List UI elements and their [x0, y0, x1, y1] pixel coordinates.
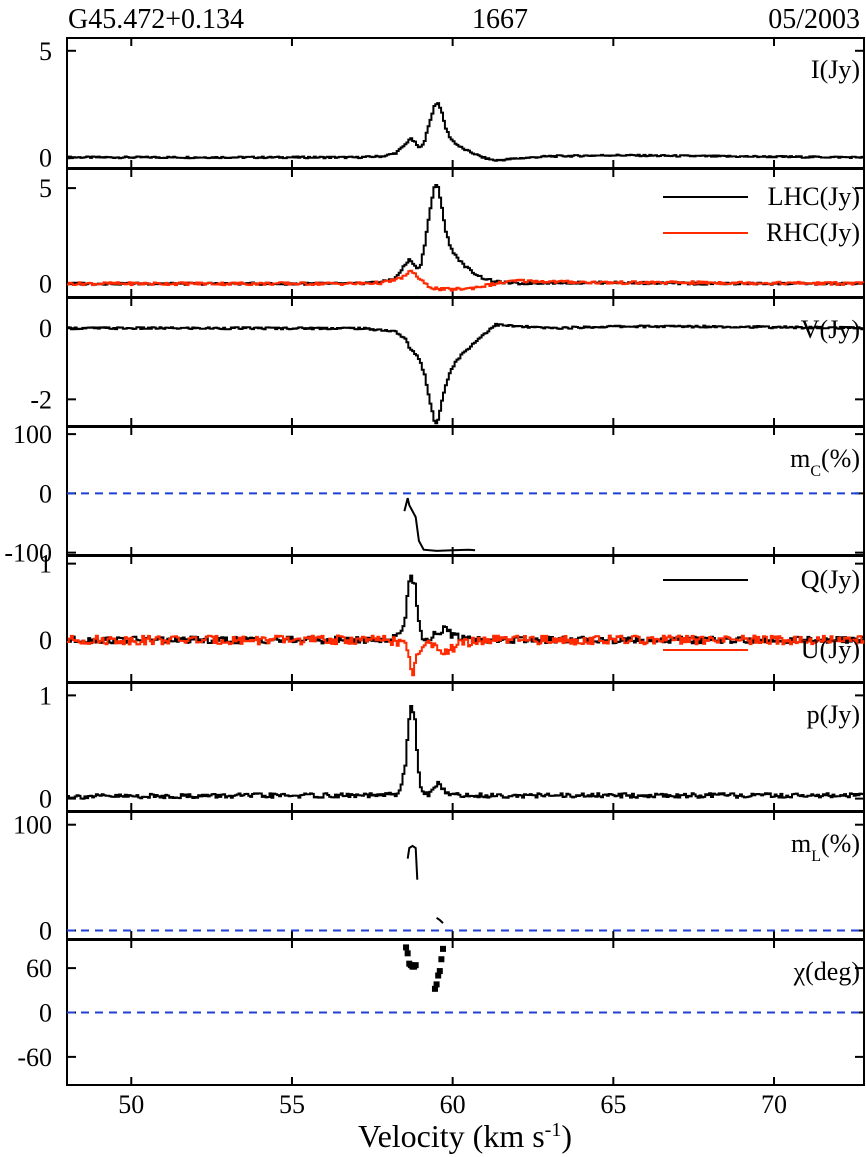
series-line: [67, 574, 865, 645]
data-point: [436, 968, 443, 975]
x-axis-label-sup: -1: [545, 1119, 562, 1141]
panel-label: I(Jy): [811, 55, 860, 84]
panel-label: χ(deg): [793, 957, 860, 986]
y-tick-label: 0: [39, 143, 52, 172]
y-tick-label: 0: [39, 917, 52, 946]
data-point: [433, 981, 440, 988]
panel-mc: 100 0 -100 mC(%): [4, 420, 865, 568]
header-epoch: 05/2003: [768, 4, 860, 35]
x-tick-label: 50: [118, 1090, 144, 1119]
panel-frame: [66, 37, 865, 169]
y-tick-label: 5: [39, 37, 52, 66]
panel-label: p(Jy): [807, 700, 860, 729]
series-line: [406, 844, 419, 880]
x-tick-label: 65: [600, 1090, 626, 1119]
panel-I: 0 5 I(Jy): [39, 37, 865, 172]
header-frequency: 1667: [472, 4, 528, 35]
series-line: [67, 634, 865, 677]
y-tick-label: -2: [30, 385, 52, 414]
data-point: [404, 950, 411, 957]
x-axis-label: Velocity (km s-1): [358, 1118, 572, 1154]
panel-Q_U: 1 0 Q(Jy) U(Jy): [39, 550, 865, 683]
y-tick-label: 1: [39, 550, 52, 579]
panel-p: 1 0 p(Jy): [39, 681, 865, 814]
panel-label: mL(%): [791, 829, 860, 865]
legend-label: Q(Jy): [801, 565, 860, 594]
panel-V: 0 -2 V(Jy): [30, 297, 865, 427]
panel-label: mC(%): [790, 444, 860, 480]
y-tick-label: 60: [26, 954, 52, 983]
x-axis-label-close: ): [561, 1118, 572, 1154]
series-line: [67, 184, 865, 286]
panel-label: V(Jy): [801, 315, 860, 344]
header-source: G45.472+0.134: [68, 4, 244, 35]
x-tick-label: 55: [279, 1090, 305, 1119]
chart-panels: 05I(Jy)05 LHC(Jy)RHC(Jy)0-2V(Jy)1000-100m…: [4, 37, 865, 1086]
data-point: [431, 985, 438, 992]
y-tick-label: 0: [39, 479, 52, 508]
series-line: [436, 916, 444, 924]
y-tick-label: -100: [4, 539, 52, 568]
x-tick-label: 60: [440, 1090, 466, 1119]
legend-label: LHC(Jy): [768, 182, 860, 211]
data-point: [435, 972, 442, 979]
y-tick-label: 0: [39, 314, 52, 343]
series-line: [67, 269, 865, 292]
panel-frame: [66, 297, 865, 427]
x-axis: 50 55 60 65 70: [118, 1090, 787, 1119]
data-point: [440, 945, 447, 952]
series-line: [67, 705, 865, 800]
y-tick-label: 0: [39, 626, 52, 655]
y-tick-label: 100: [13, 420, 52, 449]
series-line: [67, 322, 865, 425]
x-tick-label: 70: [761, 1090, 787, 1119]
y-tick-label: 0: [39, 785, 52, 814]
y-tick-label: 0: [39, 270, 52, 299]
series-line: [67, 102, 865, 162]
data-point: [412, 962, 419, 969]
x-axis-label-main: Velocity (km s: [358, 1118, 545, 1154]
panel-frame: [66, 811, 865, 940]
panel-frame: [66, 555, 865, 683]
legend-label: U(Jy): [801, 635, 860, 664]
y-tick-label: 1: [39, 681, 52, 710]
panel-LHC_RHC: 0 5 LHC(Jy) RHC(Jy): [39, 168, 865, 299]
panel-frame: [66, 682, 865, 812]
legend-label: RHC(Jy): [766, 218, 860, 247]
panel-chi: 60 0 -60 χ(deg): [17, 939, 865, 1086]
y-tick-label: -60: [17, 1043, 52, 1072]
y-tick-label: 100: [13, 811, 52, 840]
series-line: [403, 497, 476, 552]
data-point: [438, 956, 445, 963]
y-tick-label: 5: [39, 174, 52, 203]
y-tick-label: 0: [39, 999, 52, 1028]
panel-frame: [66, 426, 865, 556]
panel-mL: 100 0 mL(%): [13, 811, 865, 946]
data-point: [403, 944, 410, 951]
